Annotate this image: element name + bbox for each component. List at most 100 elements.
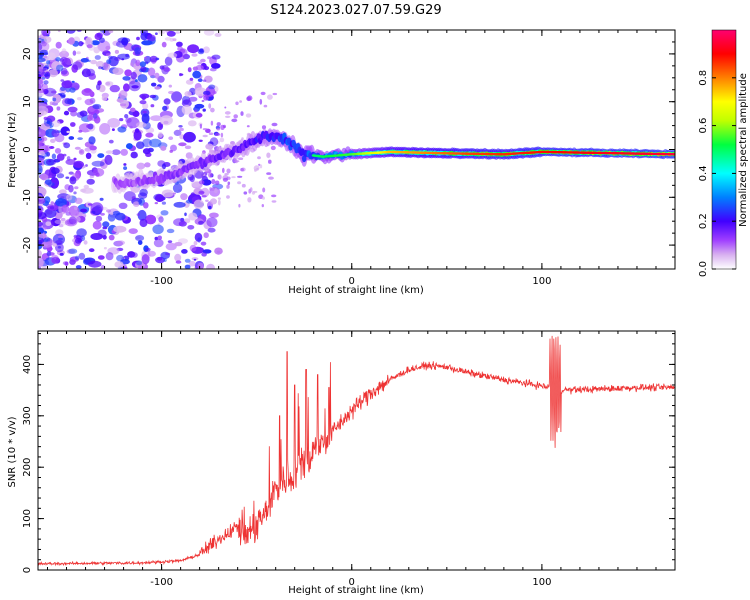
heatmap-noise-blob [224, 106, 227, 109]
heatmap-noise-blob [84, 98, 94, 106]
heatmap-noise-blob [159, 115, 173, 126]
heatmap-noise-blob [89, 145, 97, 151]
heatmap-noise-blob [70, 122, 76, 127]
heatmap-noise-blob [124, 69, 132, 77]
heatmap-noise-blob [50, 138, 56, 143]
heatmap-noise-blob [38, 221, 43, 227]
heatmap-noise-blob [233, 114, 238, 119]
heatmap-noise-blob [261, 204, 264, 208]
heatmap-noise-blob [262, 196, 265, 200]
heatmap-noise-blob [79, 150, 83, 154]
heatmap-noise-blob [205, 143, 214, 150]
colorbar: 0.0 0.2 0.4 0.6 0.8 Normalized spectral ampl… [698, 29, 749, 277]
heatmap-noise-blob [202, 108, 206, 112]
heatmap-noise-blob [58, 235, 64, 239]
heatmap-noise-blob [240, 111, 244, 116]
heatmap-noise-blob [263, 104, 268, 108]
heatmap-noise-blob [247, 197, 252, 203]
heatmap-noise-blob [44, 179, 52, 185]
heatmap-noise-blob [112, 67, 124, 76]
heatmap-noise-blob [137, 209, 147, 221]
heatmap-noise-blob [68, 248, 78, 254]
heatmap-noise-blob [198, 180, 205, 185]
heatmap-noise-blob [206, 217, 218, 228]
heatmap-noise-blob [186, 199, 194, 204]
heatmap-noise-blob [208, 172, 213, 178]
heatmap-noise-blob [99, 197, 104, 201]
heatmap-noise-blob [105, 53, 111, 57]
heatmap-marks [38, 30, 675, 269]
heatmap-noise-blob [206, 263, 215, 269]
heatmap-noise-blob [88, 248, 95, 253]
heatmap-noise-blob [118, 202, 128, 209]
heatmap-noise-blob [73, 157, 77, 161]
heatmap-noise-blob [256, 167, 259, 170]
colorbar-tick-label: 0.8 [698, 70, 709, 86]
heatmap-noise-blob [49, 146, 55, 149]
heatmap-x-ticks: -100 0 100 [47, 30, 676, 287]
heatmap-noise-blob [203, 232, 209, 239]
heatmap-noise-blob [44, 196, 51, 204]
heatmap-noise-blob [137, 240, 143, 246]
heatmap-noise-blob [130, 107, 136, 113]
snr-x-label: Height of straight line (km) [288, 585, 424, 596]
heatmap-y-label: Frequency (Hz) [7, 112, 18, 188]
heatmap-noise-blob [61, 48, 67, 54]
heatmap-noise-blob [101, 95, 108, 101]
heatmap-noise-blob [194, 87, 207, 97]
heatmap-noise-blob [241, 183, 246, 188]
heatmap-noise-blob [197, 49, 205, 55]
colorbar-tick-label: 0.4 [698, 165, 709, 181]
heatmap-noise-blob [208, 103, 212, 109]
heatmap-noise-blob [68, 216, 77, 225]
heatmap-noise-blob [38, 71, 41, 74]
heatmap-noise-blob [159, 65, 165, 70]
colorbar-ticks: 0.0 0.2 0.4 0.6 0.8 [698, 70, 736, 277]
heatmap-noise-blob [270, 145, 276, 151]
snr-frame [37, 330, 676, 571]
colorbar-tick-label: 0.0 [698, 261, 709, 277]
heatmap-noise-blob [85, 152, 92, 159]
heatmap-noise-blob [154, 86, 161, 90]
figure-title: S124.2023.027.07.59.G29 [270, 3, 441, 18]
heatmap-noise-blob [105, 252, 114, 261]
heatmap-noise-blob [102, 221, 110, 228]
heatmap-noise-blob [160, 210, 169, 216]
heatmap-noise-blob [114, 49, 119, 54]
heatmap-noise-blob [165, 252, 171, 256]
heatmap-noise-blob [43, 117, 53, 127]
heatmap-noise-blob [38, 138, 43, 141]
heatmap-noise-blob [249, 187, 253, 193]
heatmap-y-ticks: -20 -10 0 10 20 [22, 29, 675, 270]
heatmap-noise-blob [184, 264, 191, 269]
heatmap-noise-blob [97, 153, 105, 159]
heatmap-noise-blob [78, 252, 86, 260]
heatmap-noise-blob [166, 30, 176, 37]
heatmap-noise-blob [199, 123, 202, 129]
heatmap-noise-blob [156, 257, 163, 261]
heatmap-noise-blob [209, 212, 219, 218]
heatmap-noise-blob [239, 100, 243, 103]
heatmap-noise-blob [91, 160, 105, 167]
heatmap-noise-blob [141, 113, 150, 124]
heatmap-noise-blob [75, 255, 79, 260]
heatmap-noise-blob [60, 126, 70, 136]
heatmap-noise-blob [85, 164, 88, 167]
heatmap-noise-blob [191, 257, 199, 261]
colorbar-label: Normalized spectral amplitude [738, 73, 749, 227]
heatmap-noise-blob [108, 139, 114, 144]
heatmap-noise-blob [100, 30, 106, 33]
heatmap-noise-blob [95, 215, 103, 222]
heatmap-noise-blob [38, 227, 45, 234]
heatmap-noise-blob [155, 32, 158, 35]
heatmap-noise-blob [135, 59, 141, 67]
heatmap-noise-blob [177, 46, 184, 52]
heatmap-noise-blob [181, 105, 192, 115]
heatmap-noise-blob [145, 247, 151, 252]
heatmap-noise-blob [220, 132, 224, 138]
heatmap-noise-blob [38, 211, 47, 220]
heatmap-noise-blob [139, 218, 148, 228]
heatmap-noise-blob [39, 110, 47, 115]
heatmap-noise-blob [175, 260, 182, 264]
heatmap-noise-blob [54, 219, 64, 225]
